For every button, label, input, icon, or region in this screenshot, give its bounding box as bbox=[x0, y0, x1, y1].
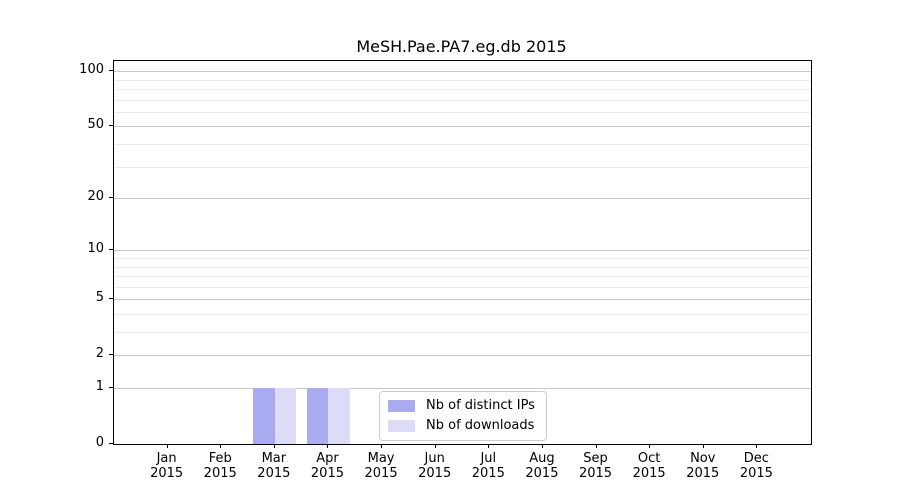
gridline-major bbox=[114, 250, 811, 252]
gridline-major bbox=[114, 355, 811, 357]
x-tick-label: May 2015 bbox=[364, 451, 398, 481]
y-tick-label: 1 bbox=[95, 379, 104, 394]
x-tick-label: Jul 2015 bbox=[471, 451, 505, 481]
gridline-minor bbox=[114, 258, 811, 259]
y-tick-mark bbox=[109, 70, 113, 72]
x-tick-mark bbox=[702, 444, 704, 448]
x-tick-mark bbox=[488, 444, 490, 448]
legend-label-downloads: Nb of downloads bbox=[426, 418, 535, 433]
plot-area: Nb of distinct IPs Nb of downloads bbox=[113, 60, 812, 445]
x-tick-label: Dec 2015 bbox=[739, 451, 773, 481]
x-tick-label: Aug 2015 bbox=[525, 451, 559, 481]
y-tick-label: 50 bbox=[87, 117, 104, 133]
y-tick-label: 5 bbox=[95, 290, 104, 306]
y-tick-mark bbox=[109, 387, 113, 388]
x-tick-label: Jun 2015 bbox=[418, 451, 452, 481]
y-tick-mark bbox=[109, 298, 113, 300]
gridline-minor bbox=[114, 313, 811, 315]
gridline-minor bbox=[114, 144, 811, 146]
x-tick-label: Sep 2015 bbox=[578, 451, 613, 481]
gridline-minor bbox=[114, 166, 811, 168]
y-tick-mark bbox=[109, 249, 113, 251]
bar-downloads bbox=[274, 388, 297, 444]
x-tick-label: Mar 2015 bbox=[257, 451, 291, 481]
gridline-major bbox=[114, 388, 811, 389]
x-tick-mark bbox=[434, 444, 436, 448]
x-tick-mark bbox=[381, 444, 383, 448]
gridline-minor bbox=[114, 79, 811, 81]
y-tick-mark bbox=[109, 354, 113, 356]
x-tick-mark bbox=[649, 444, 651, 448]
gridline-minor bbox=[114, 332, 811, 334]
gridline-minor bbox=[114, 286, 811, 288]
x-tick-label: Oct 2015 bbox=[632, 451, 666, 481]
bar-downloads bbox=[328, 388, 350, 444]
gridline-major bbox=[114, 198, 811, 200]
gridline-minor bbox=[114, 111, 811, 113]
x-tick-label: Jan 2015 bbox=[150, 451, 184, 481]
legend: Nb of distinct IPs Nb of downloads bbox=[379, 391, 547, 441]
x-tick-mark bbox=[166, 444, 168, 448]
x-tick-label: Apr 2015 bbox=[310, 451, 344, 481]
y-tick-mark bbox=[109, 125, 113, 127]
x-tick-mark bbox=[595, 444, 597, 448]
x-tick-label: Nov 2015 bbox=[686, 451, 720, 481]
legend-swatch-distinct-ips bbox=[388, 400, 415, 412]
legend-label-distinct-ips: Nb of distinct IPs bbox=[426, 398, 535, 413]
gridline-major bbox=[114, 71, 811, 73]
x-tick-mark bbox=[327, 444, 329, 448]
x-tick-mark bbox=[273, 444, 275, 448]
y-tick-label: 100 bbox=[79, 62, 104, 78]
x-tick-mark bbox=[756, 444, 758, 448]
gridline-minor bbox=[114, 99, 811, 101]
legend-swatch-downloads bbox=[388, 420, 415, 432]
legend-entry-downloads: Nb of downloads bbox=[388, 419, 535, 433]
gridline-major bbox=[114, 126, 811, 128]
gridline-minor bbox=[114, 89, 811, 91]
x-tick-mark bbox=[220, 444, 222, 448]
y-tick-label: 20 bbox=[87, 189, 104, 205]
y-tick-label: 2 bbox=[95, 346, 104, 362]
y-tick-mark bbox=[109, 197, 113, 199]
y-tick-mark bbox=[109, 443, 113, 444]
bar-distinct-ips bbox=[253, 388, 275, 444]
y-tick-label: 10 bbox=[87, 241, 104, 257]
y-tick-label: 0 bbox=[95, 435, 104, 450]
x-tick-label: Feb 2015 bbox=[203, 451, 237, 481]
legend-entry-distinct-ips: Nb of distinct IPs bbox=[388, 399, 535, 413]
gridline-major bbox=[114, 299, 811, 301]
bar-distinct-ips bbox=[307, 388, 329, 444]
gridline-minor bbox=[114, 266, 811, 268]
x-tick-mark bbox=[541, 444, 543, 448]
gridline-minor bbox=[114, 276, 811, 278]
chart-title: MeSH.Pae.PA7.eg.db 2015 bbox=[356, 37, 567, 56]
